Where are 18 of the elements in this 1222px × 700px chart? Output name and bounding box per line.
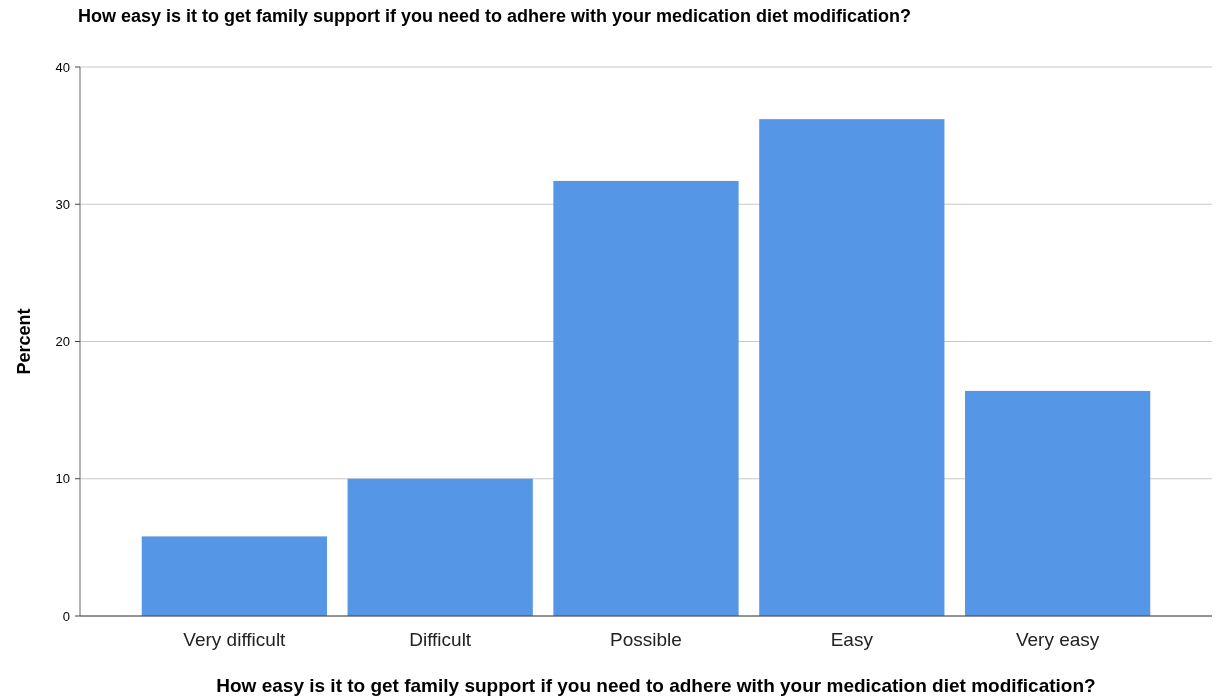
x-tick-label: Possible (610, 629, 682, 650)
bar (347, 478, 533, 616)
y-tick-label: 40 (55, 59, 70, 75)
y-tick-label: 0 (62, 608, 70, 624)
bar (965, 390, 1151, 616)
x-tick-label: Easy (830, 629, 874, 650)
bar (141, 536, 327, 616)
x-tick-label: Very easy (1015, 629, 1100, 650)
x-tick-label: Very difficult (183, 629, 287, 650)
y-tick-label: 10 (55, 471, 70, 487)
y-axis-title: Percent (14, 308, 34, 375)
x-axis-title: How easy is it to get family support if you need to adhere with your medication diet modification? (216, 675, 1096, 696)
chart-title: How easy is it to get family support if you need to adhere with your medication diet modification? (78, 6, 912, 26)
x-tick-label: Difficult (409, 629, 472, 650)
y-tick-label: 20 (55, 334, 70, 350)
y-tick-label: 30 (55, 196, 70, 212)
bar (553, 180, 739, 616)
bar (759, 119, 945, 616)
